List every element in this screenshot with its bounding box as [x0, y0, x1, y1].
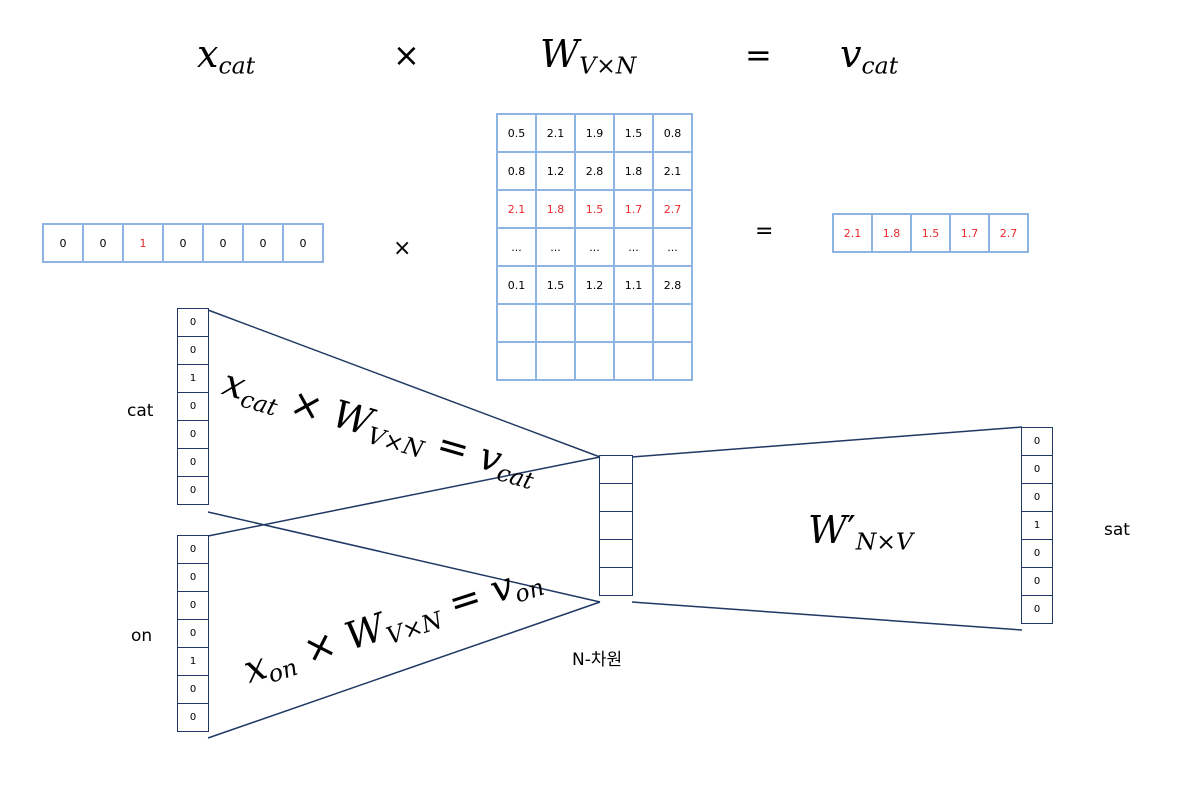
matrix-cell: 2.1: [535, 113, 576, 153]
matrix-cell: 2.8: [652, 265, 693, 305]
matrix-cell: 1.9: [574, 113, 615, 153]
sat-vector: 0 0 0 1 0 0 0: [1021, 427, 1053, 624]
sat-vector-cell: 0: [1021, 567, 1053, 596]
onehot-cell: 0: [42, 223, 84, 263]
matrix-cell-highlight: 1.5: [574, 189, 615, 229]
matrix-cell: ...: [574, 227, 615, 267]
matrix-cell: [652, 303, 693, 343]
matrix-cell: 1.2: [535, 151, 576, 191]
matrix-cell: ...: [652, 227, 693, 267]
on-vector-cell: 0: [177, 591, 209, 620]
sat-vector-cell: 0: [1021, 595, 1053, 624]
result-cell: 1.5: [910, 213, 951, 253]
cat-label: cat: [127, 401, 154, 421]
on-vector-cell: 0: [177, 703, 209, 732]
sat-bottom-edge: [631, 601, 1023, 631]
matrix-cell: 1.5: [613, 113, 654, 153]
cat-top-edge: [207, 309, 601, 458]
matrix-cell-highlight: 2.7: [652, 189, 693, 229]
on-top-edge: [207, 456, 601, 537]
equation-equals: =: [745, 36, 772, 74]
matrix-cell: 1.2: [574, 265, 615, 305]
matrix-cell: 1.8: [613, 151, 654, 191]
matrix-cell: [496, 303, 537, 343]
on-vector-cell: 0: [177, 535, 209, 564]
matrix-cell: [613, 341, 654, 381]
sat-vector-cell: 0: [1021, 427, 1053, 456]
matrix-cell: [613, 303, 654, 343]
matrix-cell: 0.1: [496, 265, 537, 305]
result-cell: 2.1: [832, 213, 873, 253]
matrix-cell: [574, 303, 615, 343]
matrix-cell: 0.8: [652, 113, 693, 153]
on-vector-cell: 1: [177, 647, 209, 676]
result-vector: 2.1 1.8 1.5 1.7 2.7: [832, 213, 1029, 253]
equation-times: ×: [393, 36, 420, 74]
multiply-sign: ×: [393, 236, 412, 261]
sat-vector-cell: 0: [1021, 483, 1053, 512]
on-vector: 0 0 0 0 1 0 0: [177, 535, 209, 732]
hidden-cell: [599, 455, 633, 484]
hidden-cell: [599, 511, 633, 540]
hidden-cell: [599, 483, 633, 512]
matrix-cell-highlight: 2.1: [496, 189, 537, 229]
cat-vector-cell: 0: [177, 476, 209, 505]
result-cell: 2.7: [988, 213, 1029, 253]
matrix-cell: 0.8: [496, 151, 537, 191]
cat-vector-cell: 1: [177, 364, 209, 393]
on-vector-cell: 0: [177, 563, 209, 592]
on-vector-cell: 0: [177, 619, 209, 648]
equation-x-cat: xcat: [197, 32, 256, 80]
matrix-cell: [535, 303, 576, 343]
matrix-cell: [652, 341, 693, 381]
onehot-cell: 0: [242, 223, 284, 263]
sat-vector-cell: 0: [1021, 455, 1053, 484]
hidden-cell: [599, 567, 633, 596]
on-bottom-edge: [207, 601, 601, 739]
onehot-vector: 0 0 1 0 0 0 0: [42, 223, 324, 263]
weight-matrix: 0.5 2.1 1.9 1.5 0.8 0.8 1.2 2.8 1.8 2.1 …: [496, 113, 693, 381]
onehot-cell: 0: [82, 223, 124, 263]
matrix-cell: [535, 341, 576, 381]
sat-vector-cell: 1: [1021, 511, 1053, 540]
matrix-cell: [496, 341, 537, 381]
cat-vector-cell: 0: [177, 308, 209, 337]
onehot-cell: 0: [282, 223, 324, 263]
matrix-cell: 0.5: [496, 113, 537, 153]
hidden-cell: [599, 539, 633, 568]
equation-w: WV×N: [540, 32, 637, 80]
cat-vector-cell: 0: [177, 420, 209, 449]
output-weight-formula: W′N×V: [808, 508, 914, 556]
sat-vector-cell: 0: [1021, 539, 1053, 568]
equals-sign: =: [755, 219, 774, 244]
matrix-cell: ...: [613, 227, 654, 267]
result-cell: 1.8: [871, 213, 912, 253]
on-label: on: [131, 626, 153, 646]
result-cell: 1.7: [949, 213, 990, 253]
matrix-cell: 2.8: [574, 151, 615, 191]
cat-vector-cell: 0: [177, 392, 209, 421]
matrix-cell: 1.5: [535, 265, 576, 305]
onehot-cell: 0: [162, 223, 204, 263]
cat-vector-cell: 0: [177, 448, 209, 477]
cat-vector: 0 0 1 0 0 0 0: [177, 308, 209, 505]
matrix-cell-highlight: 1.7: [613, 189, 654, 229]
onehot-cell-active: 1: [122, 223, 164, 263]
matrix-cell: [574, 341, 615, 381]
on-vector-cell: 0: [177, 675, 209, 704]
sat-top-edge: [631, 426, 1023, 458]
equation-v-cat: vcat: [840, 32, 899, 80]
matrix-cell-highlight: 1.8: [535, 189, 576, 229]
onehot-cell: 0: [202, 223, 244, 263]
cat-bottom-edge: [207, 511, 601, 603]
hidden-layer: [599, 455, 633, 596]
matrix-cell: 1.1: [613, 265, 654, 305]
matrix-cell: 2.1: [652, 151, 693, 191]
hidden-layer-label: N-차원: [572, 650, 623, 670]
matrix-cell: ...: [496, 227, 537, 267]
matrix-cell: ...: [535, 227, 576, 267]
sat-label: sat: [1104, 520, 1130, 540]
cat-vector-cell: 0: [177, 336, 209, 365]
